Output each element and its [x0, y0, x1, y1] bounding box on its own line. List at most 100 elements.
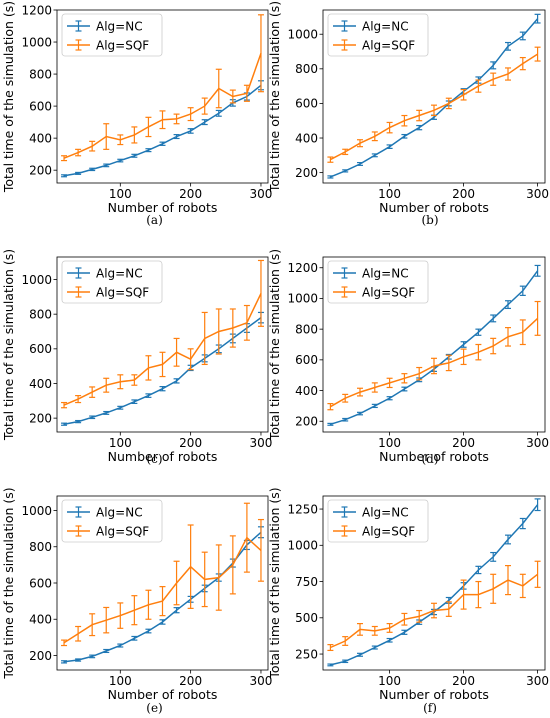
chart-panel-c: 100 200 300 200 400 600 800 1000 Number of robot…: [1, 249, 272, 466]
legend-label: Alg=SQF: [96, 525, 149, 539]
legend: Alg=NC Alg=SQF: [327, 260, 429, 304]
y-tick-label: 800: [295, 62, 318, 76]
x-tick-label: 300: [526, 187, 549, 201]
x-tick-label: 100: [378, 674, 401, 688]
y-tick-label: 1000: [21, 273, 52, 287]
x-tick-label: 100: [109, 674, 132, 688]
legend-label: Alg=NC: [362, 20, 409, 34]
legend-label: Alg=SQF: [362, 39, 415, 53]
legend-label: Alg=NC: [96, 506, 143, 520]
y-tick-label: 400: [295, 384, 318, 398]
x-tick-label: 200: [452, 674, 475, 688]
y-tick-label: 200: [29, 411, 52, 425]
y-tick-label: 400: [29, 131, 52, 145]
chart-panel-d: 100 200 300 200 400 600 800 1000 1200 Number of r…: [267, 249, 549, 466]
plot-frame: [322, 495, 546, 671]
plot-frame: [56, 9, 269, 184]
x-tick-label: 200: [179, 436, 202, 450]
series-line: [63, 53, 262, 159]
y-tick-label: 500: [295, 611, 318, 625]
x-axis-label: Number of robots: [379, 687, 489, 702]
chart-panel-f: 100 200 300 250 500 750 1000 1250 Number of robo…: [267, 487, 549, 715]
panel-caption: (c): [146, 452, 162, 466]
y-tick-label: 800: [29, 540, 52, 554]
y-tick-label: 1000: [21, 504, 52, 518]
panel-caption: (a): [146, 213, 163, 227]
y-axis-label: Total time of the simulation (s): [267, 1, 282, 193]
x-tick-label: 100: [378, 187, 401, 201]
y-tick-label: 600: [29, 342, 52, 356]
series-line: [63, 293, 262, 406]
y-axis-label: Total time of the simulation (s): [1, 249, 16, 441]
y-tick-label: 1000: [21, 35, 52, 49]
series-line: [330, 573, 539, 649]
legend-label: Alg=SQF: [362, 286, 415, 300]
panel-caption: (b): [421, 213, 438, 227]
y-axis-label: Total time of the simulation (s): [267, 487, 282, 679]
x-tick-label: 300: [250, 187, 273, 201]
legend-label: Alg=SQF: [96, 286, 149, 300]
x-tick-label: 100: [109, 187, 132, 201]
series-line: [330, 53, 539, 161]
y-tick-label: 400: [29, 613, 52, 627]
x-tick-label: 300: [526, 436, 549, 450]
chart-panel-b: 100 200 300 200 400 600 800 1000 Number of robot…: [267, 1, 549, 227]
legend: Alg=NC Alg=SQF: [327, 13, 429, 57]
y-tick-label: 750: [295, 575, 318, 589]
y-tick-label: 250: [295, 647, 318, 661]
x-axis-label: Number of robots: [108, 200, 218, 215]
y-tick-label: 1000: [287, 28, 318, 42]
series-sqf: [61, 14, 264, 162]
y-tick-label: 800: [29, 307, 52, 321]
y-tick-label: 1000: [287, 539, 318, 553]
x-tick-label: 100: [109, 436, 132, 450]
y-tick-label: 600: [295, 353, 318, 367]
y-axis-label: Total time of the simulation (s): [267, 249, 282, 441]
x-tick-label: 200: [452, 436, 475, 450]
x-tick-label: 300: [526, 674, 549, 688]
y-tick-label: 600: [295, 97, 318, 111]
series-sqf: [327, 560, 541, 652]
y-axis-label: Total time of the simulation (s): [1, 1, 16, 193]
y-tick-label: 200: [29, 649, 52, 663]
y-tick-label: 600: [29, 99, 52, 113]
y-tick-label: 1200: [287, 261, 318, 275]
legend-label: Alg=NC: [362, 267, 409, 281]
plot-frame: [322, 256, 546, 433]
legend: Alg=NC Alg=SQF: [61, 260, 163, 304]
series-line: [63, 536, 262, 644]
legend-label: Alg=SQF: [96, 39, 149, 53]
legend-label: Alg=NC: [96, 267, 143, 281]
x-tick-label: 300: [250, 674, 273, 688]
x-tick-label: 200: [179, 674, 202, 688]
y-tick-label: 800: [29, 67, 52, 81]
plot-frame: [56, 256, 269, 433]
series-line: [330, 18, 539, 178]
panel-caption: (d): [421, 452, 438, 466]
x-axis-label: Number of robots: [108, 687, 218, 702]
x-tick-label: 200: [452, 187, 475, 201]
y-tick-label: 800: [295, 322, 318, 336]
y-tick-label: 1200: [21, 3, 52, 17]
x-axis-label: Number of robots: [379, 200, 489, 215]
legend: Alg=NC Alg=SQF: [61, 499, 163, 543]
x-tick-label: 300: [250, 436, 273, 450]
y-tick-label: 200: [295, 415, 318, 429]
chart-panel-e: 100 200 300 200 400 600 800 1000 Number of robot…: [1, 487, 272, 715]
y-tick-label: 200: [29, 163, 52, 177]
y-tick-label: 600: [29, 576, 52, 590]
panel-caption: (e): [146, 701, 162, 715]
y-axis-label: Total time of the simulation (s): [1, 487, 16, 679]
y-tick-label: 400: [295, 131, 318, 145]
y-tick-label: 400: [29, 377, 52, 391]
x-tick-label: 100: [378, 436, 401, 450]
chart-panel-a: 100 200 300 200 400 600 800 1000 1200 Number of r…: [1, 1, 272, 227]
x-axis-label: Number of robots: [379, 449, 489, 464]
panel-caption: (f): [423, 701, 437, 715]
legend: Alg=NC Alg=SQF: [327, 499, 429, 543]
x-tick-label: 200: [179, 187, 202, 201]
legend-label: Alg=NC: [96, 20, 143, 34]
series-line: [63, 316, 262, 425]
series-sqf: [327, 46, 541, 163]
series-sqf: [61, 259, 264, 409]
